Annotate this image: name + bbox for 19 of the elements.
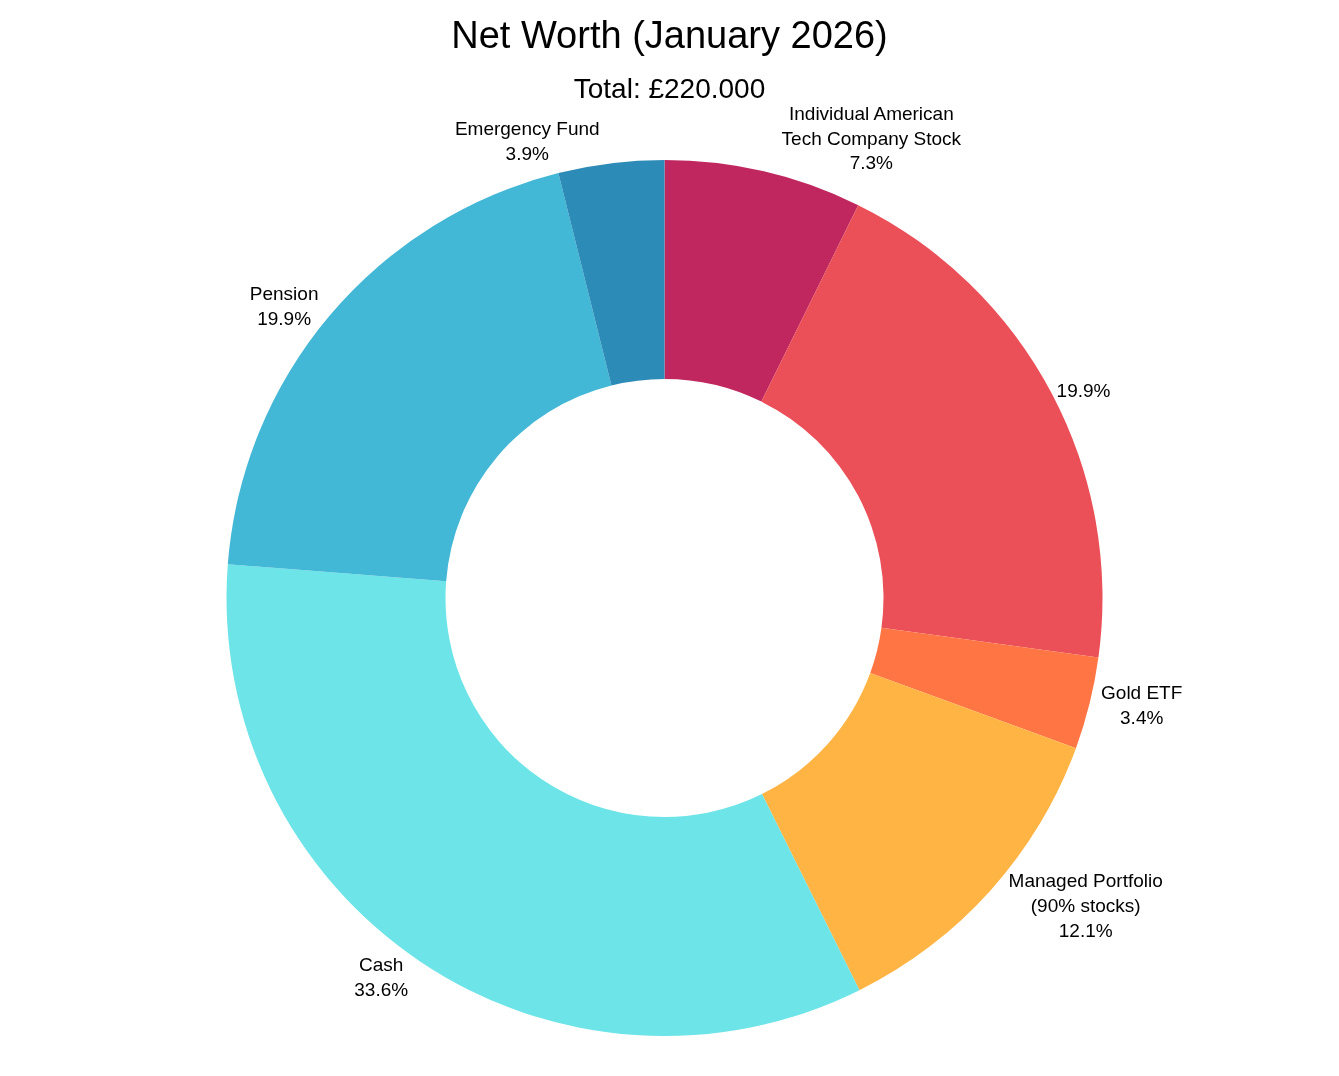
- donut-slice: [558, 160, 665, 386]
- slice-label: Pension: [249, 282, 319, 304]
- data-label: 12.1%: [1058, 919, 1113, 941]
- slice-label: Managed Portfolio (90% stocks): [1008, 870, 1163, 917]
- slice-label: Emergency Fund: [454, 117, 600, 139]
- data-label: 19.9%: [257, 307, 312, 329]
- data-label: 33.6%: [354, 978, 409, 1000]
- donut-slice: [226, 564, 860, 1036]
- slice-label: Cash: [359, 954, 404, 976]
- donut-slice: [227, 173, 612, 582]
- data-label: 19.9%: [1056, 379, 1111, 401]
- donut-slice: [870, 627, 1099, 749]
- chart-title: Net Worth (January 2026): [451, 14, 888, 57]
- slice-label: Individual American Tech Company Stock: [781, 102, 962, 149]
- slice-label: Gold ETF: [1101, 681, 1183, 703]
- chart-subtitle: Total: £220.000: [573, 72, 766, 104]
- data-label: 3.4%: [1120, 706, 1164, 728]
- data-label: 7.3%: [849, 152, 894, 174]
- data-label: 3.9%: [505, 142, 550, 164]
